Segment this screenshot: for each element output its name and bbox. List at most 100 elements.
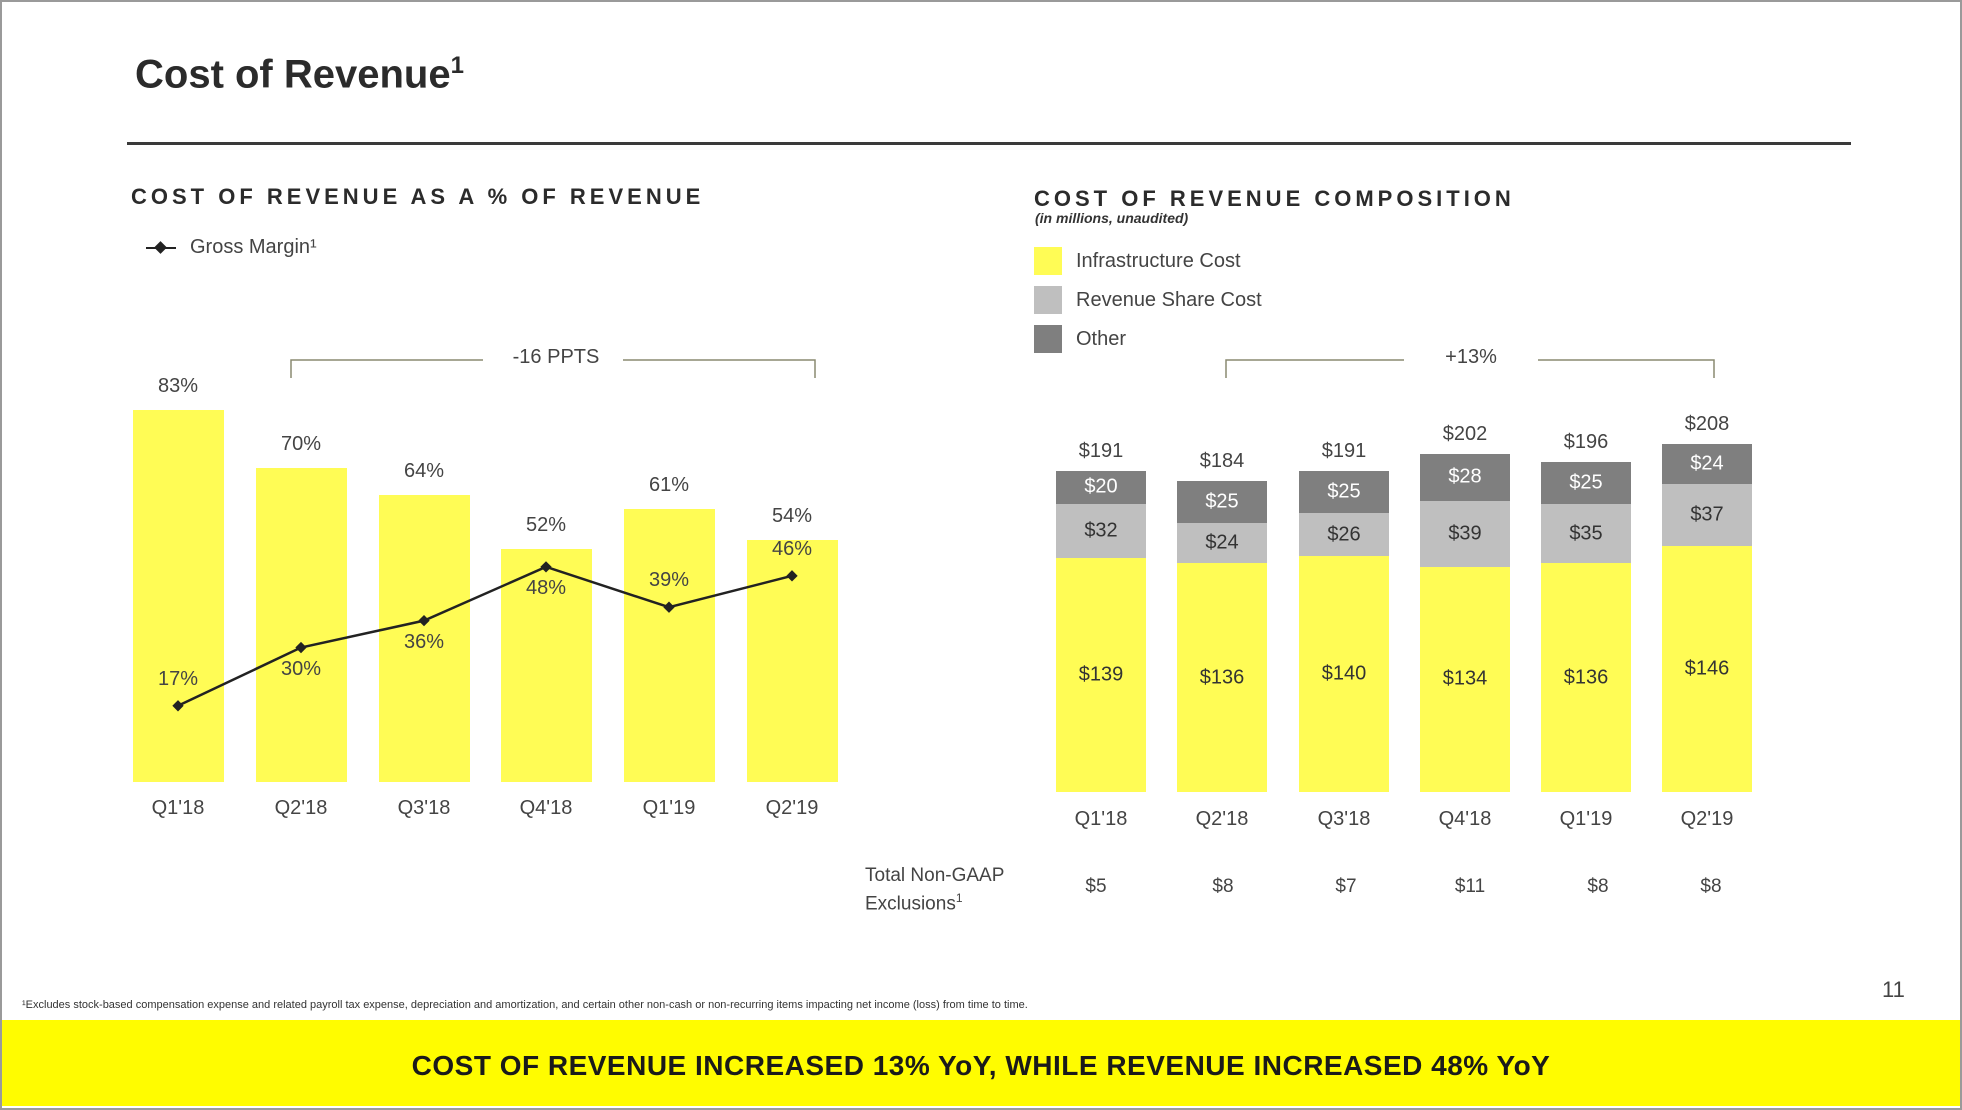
legend-swatch-yellow: [1034, 247, 1062, 275]
gross-margin-point: [295, 641, 307, 654]
infrastructure-segment-label: $139: [1078, 663, 1124, 686]
other-segment: [1420, 453, 1510, 501]
x-tick-label: Q2'19: [1680, 808, 1734, 830]
left-chart-title: COST OF REVENUE AS A % OF REVENUE: [131, 184, 705, 209]
footnote: ¹Excludes stock-based compensation expen…: [22, 999, 1028, 1011]
infrastructure-segment: [1177, 563, 1267, 792]
total-label: $191: [1321, 439, 1367, 462]
total-label: $208: [1684, 412, 1730, 435]
x-tick-label: Q2'18: [274, 797, 328, 819]
legend-label-infrastructure: Infrastructure Cost: [1076, 249, 1241, 272]
bar: [378, 495, 470, 782]
bar-value-label: 54%: [771, 504, 813, 527]
total-label: $196: [1563, 431, 1609, 454]
revenue-share-segment: [1177, 522, 1267, 564]
bar: [255, 468, 347, 782]
gross-margin-label: 48%: [525, 576, 567, 599]
legend-other: Other: [1034, 325, 1126, 353]
gross-margin-label: 46%: [771, 537, 813, 560]
x-tick-label: Q1'19: [1559, 808, 1613, 830]
infrastructure-segment-label: $140: [1321, 662, 1367, 685]
gross-margin-label: 17%: [157, 667, 199, 690]
exclusion-value: $11: [1454, 876, 1486, 897]
other-segment-label: $25: [1327, 480, 1361, 503]
total-label: $202: [1442, 422, 1488, 445]
summary-banner-text: COST OF REVENUE INCREASED 13% YoY, WHILE…: [411, 1050, 1551, 1081]
infrastructure-segment: [1662, 546, 1752, 792]
summary-banner: COST OF REVENUE INCREASED 13% YoY, WHILE…: [2, 1020, 1960, 1106]
other-segment: [1177, 480, 1267, 523]
x-tick-label: Q1'18: [1074, 808, 1128, 830]
exclusions-label: Total Non-GAAP Exclusions1: [865, 865, 1005, 915]
bar-value-label: 70%: [280, 433, 322, 456]
other-segment-label: $28: [1448, 465, 1482, 488]
page-title: Cost of Revenue1: [135, 52, 464, 97]
right-bracket-label: +13%: [1445, 346, 1497, 368]
x-tick-label: Q3'18: [1317, 808, 1371, 830]
gross-margin-polyline: [177, 565, 793, 707]
infrastructure-segment-label: $134: [1442, 667, 1488, 690]
legend-swatch-dark-gray: [1034, 325, 1062, 353]
left-bracket-label: -16 PPTS: [512, 346, 600, 368]
exclusion-value: $8: [1212, 876, 1234, 897]
gross-margin-point: [418, 614, 430, 627]
other-segment-label: $25: [1205, 490, 1239, 513]
page-number: 11: [1882, 977, 1905, 1002]
legend-label-other: Other: [1076, 327, 1127, 350]
other-segment-label: $24: [1690, 452, 1724, 475]
gross-margin-legend-label: Gross Margin¹: [190, 236, 317, 258]
revenue-share-segment-label: $39: [1448, 522, 1482, 545]
gross-margin-point: [786, 570, 798, 582]
legend-revenue-share: Revenue Share Cost: [1034, 286, 1262, 314]
total-label: $191: [1078, 439, 1124, 462]
infrastructure-segment: [1299, 556, 1389, 792]
exclusion-value: $8: [1700, 876, 1722, 897]
legend-swatch-light-gray: [1034, 286, 1062, 314]
bar-value-label: 52%: [525, 513, 567, 536]
other-segment: [1056, 470, 1146, 505]
revenue-share-segment: [1662, 484, 1752, 547]
x-tick-label: Q3'18: [397, 797, 451, 819]
bar-value-label: 64%: [403, 460, 445, 483]
infrastructure-segment-label: $146: [1684, 657, 1730, 680]
line-marker-icon: [146, 241, 176, 255]
legend-label-revenue-share: Revenue Share Cost: [1076, 288, 1262, 311]
other-segment: [1662, 443, 1752, 485]
revenue-share-segment-label: $24: [1205, 531, 1239, 554]
revenue-share-segment-label: $32: [1084, 519, 1118, 542]
other-segment: [1299, 470, 1389, 513]
units-note: (in millions, unaudited): [1035, 210, 1189, 226]
bar: [132, 410, 224, 782]
revenue-share-segment: [1541, 504, 1631, 564]
title-divider: [127, 142, 1851, 145]
revenue-share-segment-label: $26: [1327, 523, 1361, 546]
x-tick-label: Q1'18: [151, 797, 205, 819]
x-tick-label: Q2'19: [765, 797, 819, 819]
total-label: $184: [1199, 449, 1245, 472]
bar-value-label: 61%: [648, 473, 690, 496]
exclusion-value: $7: [1335, 876, 1357, 897]
bar: [500, 548, 592, 782]
gross-margin-point: [663, 601, 675, 613]
gross-margin-label: 36%: [403, 630, 445, 653]
gross-margin-point: [172, 700, 184, 712]
bar: [623, 508, 715, 782]
bar-value-label: 83%: [157, 375, 199, 397]
other-segment: [1541, 462, 1631, 505]
infrastructure-segment-label: $136: [1563, 666, 1609, 689]
revenue-share-segment-label: $37: [1690, 503, 1724, 526]
right-chart-title: COST OF REVENUE COMPOSITION: [1034, 186, 1515, 211]
gross-margin-label: 30%: [280, 657, 322, 680]
infrastructure-segment: [1420, 566, 1510, 792]
revenue-share-segment: [1420, 500, 1510, 567]
revenue-share-segment: [1299, 512, 1389, 557]
gross-margin-point: [540, 561, 552, 573]
revenue-share-segment-label: $35: [1569, 522, 1603, 545]
exclusion-value: $8: [1587, 876, 1609, 897]
gross-margin-label: 39%: [648, 569, 690, 592]
x-tick-label: Q4'18: [519, 797, 573, 819]
other-segment-label: $20: [1084, 475, 1118, 498]
